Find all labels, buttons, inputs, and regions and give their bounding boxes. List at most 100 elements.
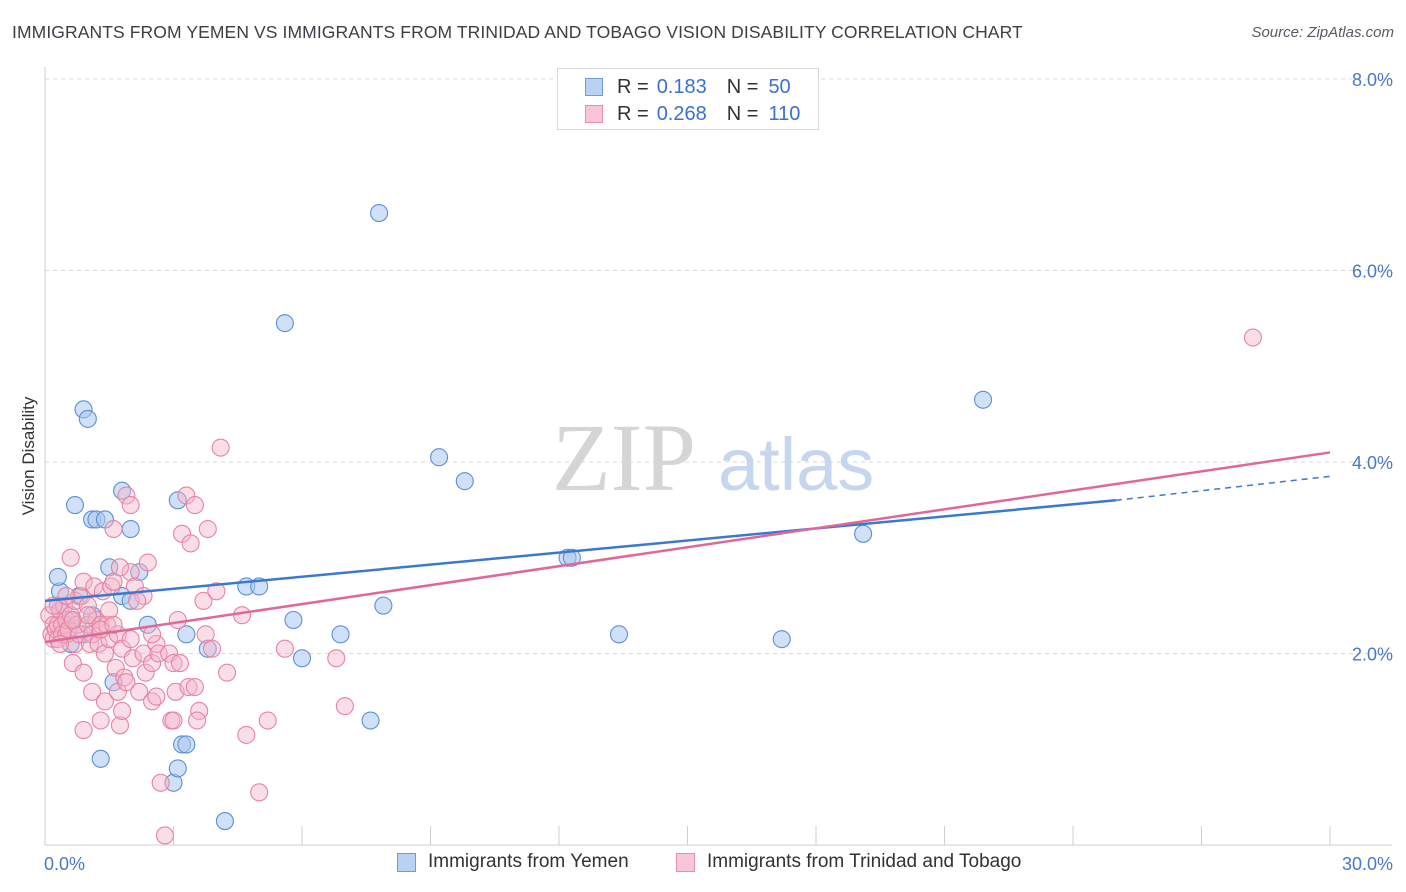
- point-trinidad: [83, 682, 102, 701]
- n-value: 50: [768, 75, 791, 98]
- point-trinidad: [250, 783, 269, 802]
- point-trinidad: [104, 615, 123, 634]
- r-label: R =: [617, 102, 649, 125]
- point-yemen: [65, 496, 85, 515]
- trend-line-yemen: [44, 499, 1116, 603]
- axes: [44, 67, 1392, 846]
- point-trinidad: [143, 654, 162, 673]
- trend-line-yemen-extension: [1115, 475, 1331, 502]
- point-trinidad: [104, 519, 123, 539]
- r-label: R =: [617, 75, 649, 98]
- chart-legend: Immigrants from Yemen Immigrants from Tr…: [0, 851, 1406, 877]
- r-value: 0.268: [656, 102, 707, 125]
- point-yemen: [562, 548, 581, 567]
- point-trinidad: [217, 663, 237, 682]
- point-yemen: [331, 625, 350, 644]
- grid-lines: [45, 78, 1392, 654]
- point-trinidad: [121, 496, 140, 515]
- point-trinidad: [237, 725, 256, 744]
- point-yemen: [973, 390, 993, 409]
- point-trinidad: [123, 649, 142, 668]
- chart-title: IMMIGRANTS FROM YEMEN VS IMMIGRANTS FROM…: [12, 22, 1023, 42]
- point-yemen: [104, 673, 123, 692]
- n-value: 110: [768, 102, 801, 125]
- point-trinidad: [74, 572, 93, 591]
- point-trinidad: [63, 610, 82, 630]
- tick-labels: 2.0% 4.0% 6.0% 8.0% 0.0% 30.0%: [44, 70, 1393, 874]
- point-trinidad: [143, 625, 162, 644]
- stats-row-trinidad: R = 0.268 N = 110: [558, 101, 800, 127]
- yemen-swatch: [397, 852, 416, 872]
- x-tick-label: 0.0%: [44, 854, 85, 874]
- legend-label: Immigrants from Yemen: [428, 851, 629, 872]
- point-trinidad: [57, 586, 76, 606]
- y-tick-label: 2.0%: [1352, 645, 1393, 665]
- point-yemen: [78, 409, 97, 428]
- point-trinidad: [327, 649, 346, 668]
- point-yemen: [430, 448, 449, 467]
- stats-box: R = 0.183 N = 50 R = 0.268 N = 110: [557, 68, 819, 130]
- legend-item-yemen[interactable]: Immigrants from Yemen: [397, 851, 629, 873]
- point-trinidad: [91, 711, 110, 730]
- point-trinidad: [275, 639, 294, 658]
- point-trinidad: [128, 591, 147, 610]
- trend-lines: [44, 451, 1331, 644]
- data-points: [40, 204, 1262, 845]
- point-trinidad: [185, 496, 204, 515]
- point-trinidad: [335, 697, 354, 716]
- point-trinidad: [164, 711, 183, 730]
- point-trinidad: [89, 634, 108, 653]
- point-yemen: [374, 596, 393, 615]
- point-trinidad: [151, 773, 170, 792]
- point-yemen: [275, 314, 294, 333]
- source-label: Source: ZipAtlas.com: [1251, 24, 1394, 41]
- point-trinidad: [147, 687, 166, 706]
- point-trinidad: [74, 721, 93, 740]
- point-trinidad: [61, 548, 80, 567]
- trinidad-swatch: [585, 105, 603, 123]
- point-trinidad: [65, 634, 85, 653]
- point-trinidad: [138, 553, 157, 572]
- point-yemen: [455, 472, 474, 491]
- point-trinidad: [110, 716, 130, 735]
- legend-item-trinidad[interactable]: Immigrants from Trinidad and Tobago: [676, 851, 1021, 873]
- point-trinidad: [113, 701, 132, 721]
- point-trinidad: [258, 711, 277, 730]
- point-trinidad: [168, 610, 187, 630]
- point-yemen: [91, 749, 110, 768]
- point-trinidad: [211, 438, 230, 457]
- n-label: N =: [726, 75, 759, 98]
- point-yemen: [609, 625, 629, 644]
- point-yemen: [370, 204, 389, 223]
- point-trinidad: [130, 682, 149, 701]
- point-trinidad: [110, 558, 130, 577]
- point-trinidad: [207, 582, 226, 601]
- point-trinidad: [188, 711, 207, 730]
- point-yemen: [177, 625, 196, 644]
- point-yemen: [168, 759, 187, 778]
- trend-line-trinidad: [44, 451, 1331, 644]
- point-trinidad: [149, 644, 168, 663]
- point-yemen: [215, 812, 234, 831]
- y-tick-label: 4.0%: [1352, 453, 1393, 473]
- point-trinidad: [164, 654, 183, 673]
- y-tick-label: 6.0%: [1352, 262, 1393, 282]
- point-trinidad: [117, 486, 136, 505]
- point-trinidad: [194, 591, 213, 610]
- point-yemen: [284, 610, 303, 630]
- y-axis-title: Vision Disability: [19, 396, 38, 515]
- point-trinidad: [170, 654, 189, 673]
- point-trinidad: [74, 663, 93, 682]
- n-label: N =: [726, 102, 759, 125]
- point-trinidad: [232, 606, 252, 625]
- point-trinidad: [121, 563, 140, 582]
- point-yemen: [100, 558, 119, 577]
- point-trinidad: [198, 519, 217, 539]
- point-trinidad: [185, 677, 204, 697]
- point-trinidad: [95, 692, 115, 711]
- point-yemen: [121, 519, 140, 539]
- point-yemen: [48, 567, 67, 586]
- watermark-atlas: atlas: [718, 423, 874, 506]
- point-trinidad: [181, 534, 200, 553]
- point-trinidad: [1243, 328, 1262, 347]
